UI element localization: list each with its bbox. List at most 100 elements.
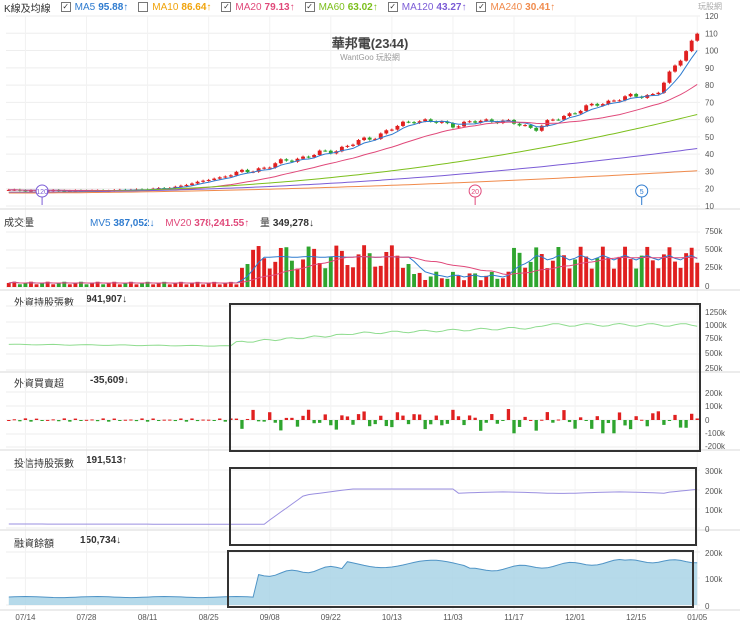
candle-body xyxy=(284,159,289,161)
x-tick-label: 11/17 xyxy=(504,613,524,622)
volume-tick-label: 500k xyxy=(705,245,723,254)
highlight-box xyxy=(229,467,697,546)
volume-bar xyxy=(634,268,639,287)
x-tick-label: 09/22 xyxy=(321,613,342,622)
foreign-net-label: 外資買賣超 xyxy=(14,379,64,390)
margin-tick-label: 200k xyxy=(705,549,723,558)
volume-bar xyxy=(612,268,616,287)
candle-body xyxy=(678,60,683,66)
candle-body xyxy=(573,113,578,115)
ma10-toggle[interactable]: MA10 86.64↑ xyxy=(138,2,211,13)
ma60-toggle[interactable]: ✓ MA60 63.02↑ xyxy=(304,2,378,13)
candle-body xyxy=(23,190,28,192)
candle-body xyxy=(489,119,494,122)
volume-bar xyxy=(595,258,600,287)
price-tick-label: 20 xyxy=(705,185,714,194)
ma120-checkbox[interactable]: ✓ xyxy=(387,2,398,12)
ma5-checkbox[interactable]: ✓ xyxy=(60,2,71,12)
candle-body xyxy=(378,133,383,139)
foreign-net-bar xyxy=(423,420,427,430)
foreign-net-bar xyxy=(401,415,405,420)
volume-bar xyxy=(301,259,305,287)
foreign-net-bar xyxy=(540,419,544,421)
volume-bar xyxy=(456,275,461,287)
ma10-checkbox[interactable] xyxy=(138,2,149,12)
candle-body xyxy=(312,154,317,158)
volume-bar xyxy=(462,280,466,287)
foreign-net-bar xyxy=(506,409,511,420)
ma240-checkbox[interactable]: ✓ xyxy=(476,2,487,12)
foreign-net-bar xyxy=(384,420,388,427)
ma120-toggle[interactable]: ✓ MA120 43.27↑ xyxy=(387,2,466,13)
volume-bar xyxy=(223,282,228,287)
candle-body xyxy=(178,185,183,187)
ma20-checkbox[interactable]: ✓ xyxy=(221,2,232,12)
foreign-net-header: 外資買賣超 -35,609↓ xyxy=(14,375,129,390)
ma60-checkbox[interactable]: ✓ xyxy=(304,2,315,12)
candle-body xyxy=(695,33,700,41)
volume-bar xyxy=(101,284,106,287)
candle-body xyxy=(684,51,689,61)
volume-bar xyxy=(34,284,39,287)
volume-bar xyxy=(339,250,344,287)
ma240-value: 30.41↑ xyxy=(525,1,556,13)
candle-body xyxy=(606,100,611,105)
volume-bar xyxy=(584,256,589,287)
volume-bar xyxy=(228,281,233,287)
foreign-net-bar xyxy=(190,418,194,420)
candle-body xyxy=(562,115,566,120)
volume-bar xyxy=(84,284,89,287)
candle-body xyxy=(245,169,250,173)
foreign-net-bar xyxy=(562,410,566,420)
chart-subtitle: WantGoo 玩股網 xyxy=(340,53,400,62)
volume-tick-label: 750k xyxy=(705,227,723,236)
trust-holdings-value: 191,513↑ xyxy=(86,455,128,466)
trust-holdings-tick-label: 200k xyxy=(705,487,723,496)
foreign-net-bar xyxy=(179,418,183,420)
foreign-net-bar xyxy=(334,420,339,430)
foreign-net-bar xyxy=(245,418,250,420)
foreign-net-bar xyxy=(251,409,255,420)
foreign-net-bar xyxy=(379,415,383,420)
volume-bar xyxy=(323,268,328,287)
candle-body xyxy=(228,175,233,177)
candle-body xyxy=(317,150,322,155)
ma5-toggle[interactable]: ✓ MA5 95.88↑ xyxy=(60,2,128,13)
candle-body xyxy=(456,126,461,128)
foreign-net-bar xyxy=(367,420,372,427)
candle-body xyxy=(656,92,661,95)
volume-bar xyxy=(417,272,422,287)
foreign-net-bar xyxy=(95,420,100,422)
foreign-net-bar xyxy=(462,420,466,426)
volume-bar xyxy=(684,253,689,287)
volume-bar xyxy=(178,281,183,287)
foreign-net-value: -35,609↓ xyxy=(90,375,129,386)
foreign-net-bar xyxy=(645,420,649,427)
volume-bar xyxy=(312,248,317,287)
volume-bar xyxy=(51,284,56,287)
ma240-toggle[interactable]: ✓ MA240 30.41↑ xyxy=(476,2,555,13)
foreign-net-bar xyxy=(678,420,683,428)
foreign-net-bar xyxy=(34,418,39,420)
foreign-net-bar xyxy=(173,420,178,422)
foreign-net-bar xyxy=(68,420,72,422)
candle-body xyxy=(406,121,411,123)
margin-tick-label: 0 xyxy=(705,602,710,611)
volume-bar xyxy=(606,257,611,287)
ma5-line xyxy=(8,50,698,192)
candle-body xyxy=(534,127,539,131)
foreign-net-bar xyxy=(617,412,622,420)
foreign-net-bar xyxy=(145,420,150,422)
foreign-net-bar xyxy=(495,420,500,424)
volume-bar xyxy=(240,267,244,287)
volume-bar xyxy=(134,284,139,287)
ma-marker xyxy=(468,184,482,198)
volume-bar xyxy=(528,261,533,287)
ma20-toggle[interactable]: ✓ MA20 79.13↑ xyxy=(221,2,295,13)
volume-bar xyxy=(428,276,433,287)
ma10-name: MA10 xyxy=(152,1,179,13)
foreign-net-bar xyxy=(323,414,327,420)
volume-bar xyxy=(406,264,411,287)
volume-bar xyxy=(484,275,489,287)
foreign-net-bar xyxy=(573,420,577,429)
